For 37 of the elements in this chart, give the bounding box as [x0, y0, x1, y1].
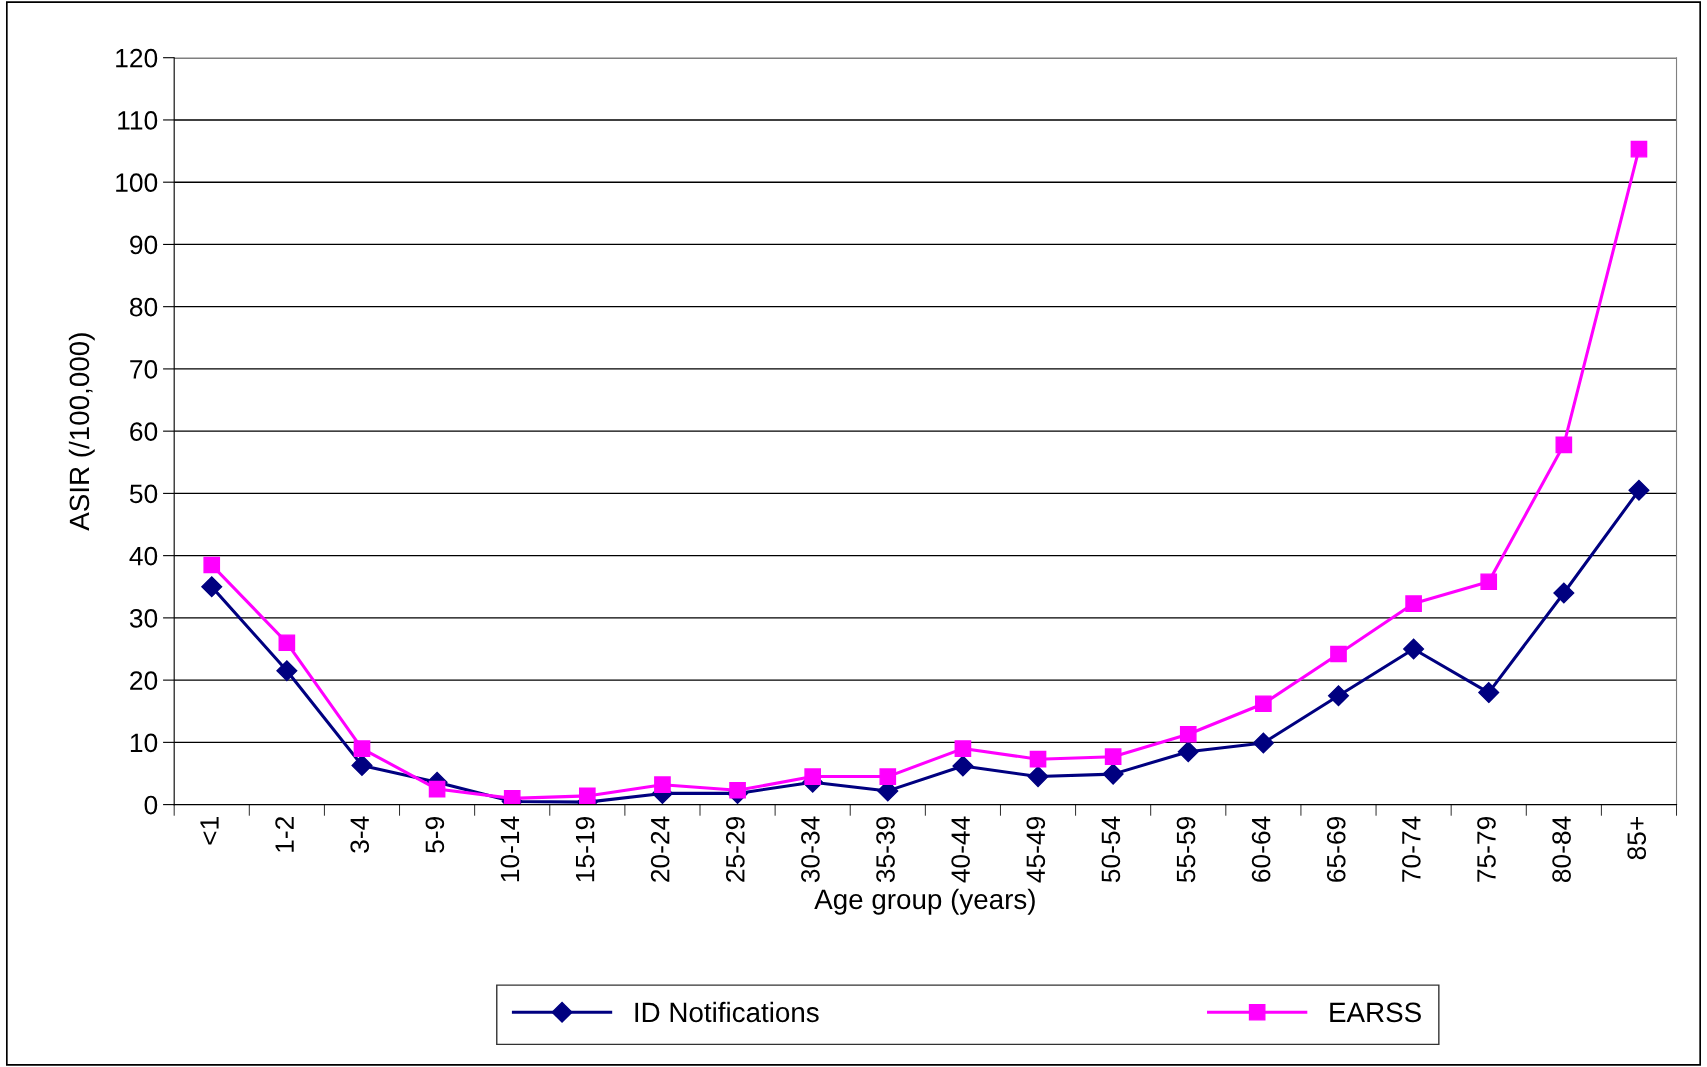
x-tick-label: 5-9	[425, 816, 445, 853]
legend-label: EARSS	[1330, 1002, 1421, 1023]
y-tick-label: 50	[129, 484, 158, 504]
y-tick-label: 70	[130, 360, 158, 379]
y-tick-label: 10	[130, 733, 158, 753]
y-tick-label: 40	[129, 546, 158, 566]
y-tick-label: 120	[116, 48, 158, 68]
x-tick-label: 35-39	[876, 816, 895, 883]
x-tick-label: 20-24	[650, 816, 670, 882]
x-tick-label: 40-44	[951, 816, 970, 883]
x-tick-label: 10-14	[500, 816, 520, 882]
x-tick-label: 85+	[1627, 817, 1647, 860]
x-tick-label: 25-29	[725, 816, 745, 882]
legend-label: ID Notifications	[635, 1001, 819, 1023]
x-tick-label: 60-64	[1251, 816, 1271, 882]
y-axis-title: ASIR (/100,000)	[68, 333, 95, 531]
y-tick-label: 30	[129, 609, 158, 628]
x-tick-label: 65-69	[1326, 816, 1346, 882]
y-tick-label: 0	[144, 795, 158, 815]
x-tick-label: 30-34	[801, 816, 820, 883]
x-tick-label: 15-19	[575, 816, 595, 882]
x-tick-label: 75-79	[1477, 816, 1496, 882]
x-tick-label: <1	[200, 817, 219, 845]
x-axis-title: Age group (years)	[814, 888, 1035, 915]
x-tick-label: 55-59	[1176, 816, 1196, 883]
x-tick-label: 45-49	[1026, 816, 1046, 883]
x-tick-label: 1-2	[275, 817, 294, 852]
x-tick-label: 70-74	[1402, 816, 1421, 882]
x-tick-label: 50-54	[1101, 816, 1121, 883]
x-tick-label: 3-4	[350, 816, 370, 853]
x-tick-label: 80-84	[1552, 816, 1571, 883]
y-tick-label: 100	[116, 173, 158, 193]
y-tick-label: 20	[130, 671, 158, 690]
y-tick-label: 80	[130, 297, 158, 317]
y-tick-label: 90	[130, 235, 158, 255]
y-tick-label: 110	[118, 111, 158, 130]
y-tick-label: 60	[130, 422, 158, 441]
